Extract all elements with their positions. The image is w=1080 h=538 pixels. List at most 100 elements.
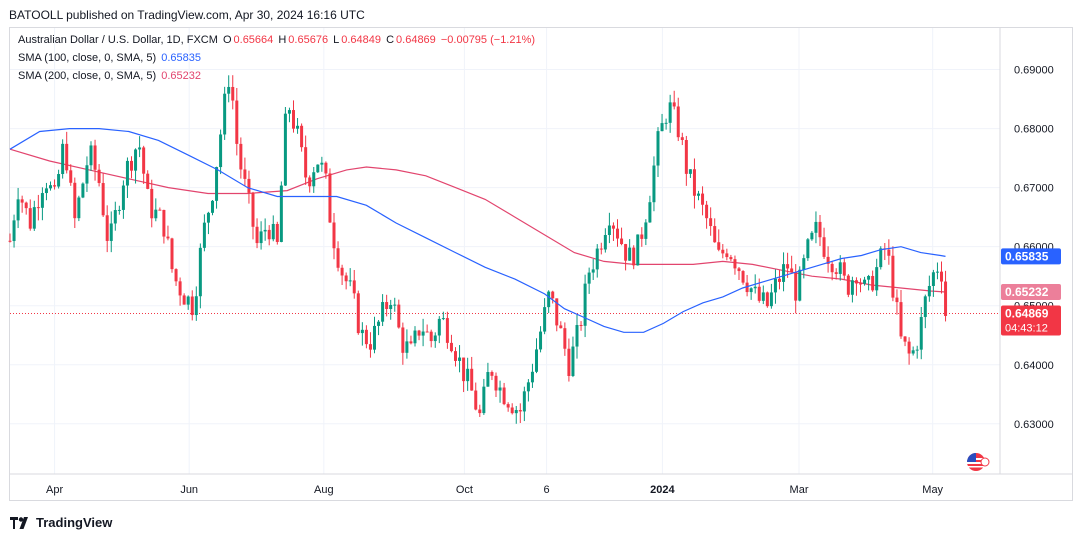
candle xyxy=(190,290,194,321)
candle xyxy=(223,86,227,140)
candle-body xyxy=(344,275,348,282)
candle xyxy=(514,405,518,424)
candle-body xyxy=(842,262,846,276)
candle xyxy=(567,338,571,382)
candle-body xyxy=(336,248,340,268)
candle-body xyxy=(875,267,879,291)
candle-body xyxy=(482,386,486,414)
tradingview-logo-icon xyxy=(10,516,28,529)
candle-body xyxy=(567,348,571,376)
candle xyxy=(616,219,619,247)
candle-body xyxy=(235,100,239,144)
y-tick-label: 0.67000 xyxy=(1014,183,1054,195)
candle-body xyxy=(786,264,790,269)
candle-body xyxy=(85,165,89,184)
candle-body xyxy=(308,177,312,187)
candle xyxy=(409,335,413,345)
candle-body xyxy=(522,391,526,412)
candle-body xyxy=(458,357,462,361)
candle xyxy=(595,244,599,278)
candle-body xyxy=(871,275,875,291)
candle xyxy=(28,199,32,231)
candle xyxy=(765,291,769,308)
candle-body xyxy=(360,329,364,334)
candle xyxy=(559,321,563,329)
candle xyxy=(170,237,174,273)
sma100-tag: 0.65835 xyxy=(1001,248,1061,265)
candle-body xyxy=(798,269,802,301)
sma200-tag-text: 0.65232 xyxy=(1005,285,1049,299)
candle xyxy=(186,295,190,310)
candle-body xyxy=(547,291,551,308)
candle-body xyxy=(790,268,794,273)
candle-body xyxy=(802,258,806,270)
us-flag-icon[interactable] xyxy=(962,452,992,472)
low-value: 0.64849 xyxy=(341,34,382,46)
candle-body xyxy=(421,331,425,336)
candle xyxy=(692,158,696,209)
candle-body xyxy=(478,409,482,414)
candle-body xyxy=(773,278,777,293)
candle xyxy=(810,231,814,241)
candle xyxy=(449,334,453,353)
candle-body xyxy=(648,202,652,223)
candle xyxy=(231,75,235,110)
candle-body xyxy=(186,296,190,305)
candle-body xyxy=(729,257,733,260)
candle xyxy=(911,346,915,356)
candle-body xyxy=(571,346,575,376)
candle-body xyxy=(733,259,737,269)
candle-body xyxy=(761,292,765,301)
candle-body xyxy=(814,221,818,233)
candle-body xyxy=(490,372,494,376)
candle xyxy=(243,157,247,186)
candle xyxy=(709,207,713,236)
candle xyxy=(32,200,36,231)
candle-body xyxy=(324,162,328,174)
candle xyxy=(583,274,587,338)
last-price-tag-countdown: 04:43:12 xyxy=(1005,322,1048,334)
o-label: O xyxy=(222,34,232,46)
candle xyxy=(356,290,360,335)
candle xyxy=(458,345,462,373)
candle xyxy=(81,182,85,199)
tradingview-footer[interactable]: TradingView xyxy=(10,515,112,530)
candle-body xyxy=(652,165,656,203)
candle-body xyxy=(231,86,235,101)
candle-body xyxy=(470,368,474,391)
legend-sma200-row[interactable]: SMA (200, close, 0, SMA, 5) 0.65232 xyxy=(18,70,203,82)
candle xyxy=(44,182,48,201)
candle xyxy=(405,329,409,359)
candle-body xyxy=(69,170,73,183)
candle xyxy=(53,179,57,190)
candle-body xyxy=(863,279,867,284)
candle xyxy=(425,324,429,333)
candle-body xyxy=(717,242,721,250)
candle xyxy=(385,294,389,317)
candle-body xyxy=(676,106,680,138)
legend-sma100-row[interactable]: SMA (100, close, 0, SMA, 5) 0.65835 xyxy=(18,52,203,64)
sma200-line xyxy=(9,148,946,293)
candle xyxy=(16,187,20,229)
candle xyxy=(296,118,300,134)
candle-body xyxy=(300,125,304,148)
x-tick-label: Mar xyxy=(790,484,809,496)
candle-body xyxy=(166,236,170,239)
candle xyxy=(668,94,672,133)
candle xyxy=(931,269,935,297)
candle-body xyxy=(806,239,810,259)
candle xyxy=(522,386,526,422)
candle-body xyxy=(373,325,376,350)
candle xyxy=(482,378,486,415)
candle xyxy=(749,287,753,300)
high-value: 0.65676 xyxy=(288,34,329,46)
candle-body xyxy=(227,86,231,94)
open-value: 0.65664 xyxy=(233,34,274,46)
candle xyxy=(672,90,676,110)
candle xyxy=(166,225,170,241)
candle xyxy=(364,325,368,349)
candle xyxy=(373,316,376,354)
candle xyxy=(915,345,919,359)
candle xyxy=(859,278,862,293)
